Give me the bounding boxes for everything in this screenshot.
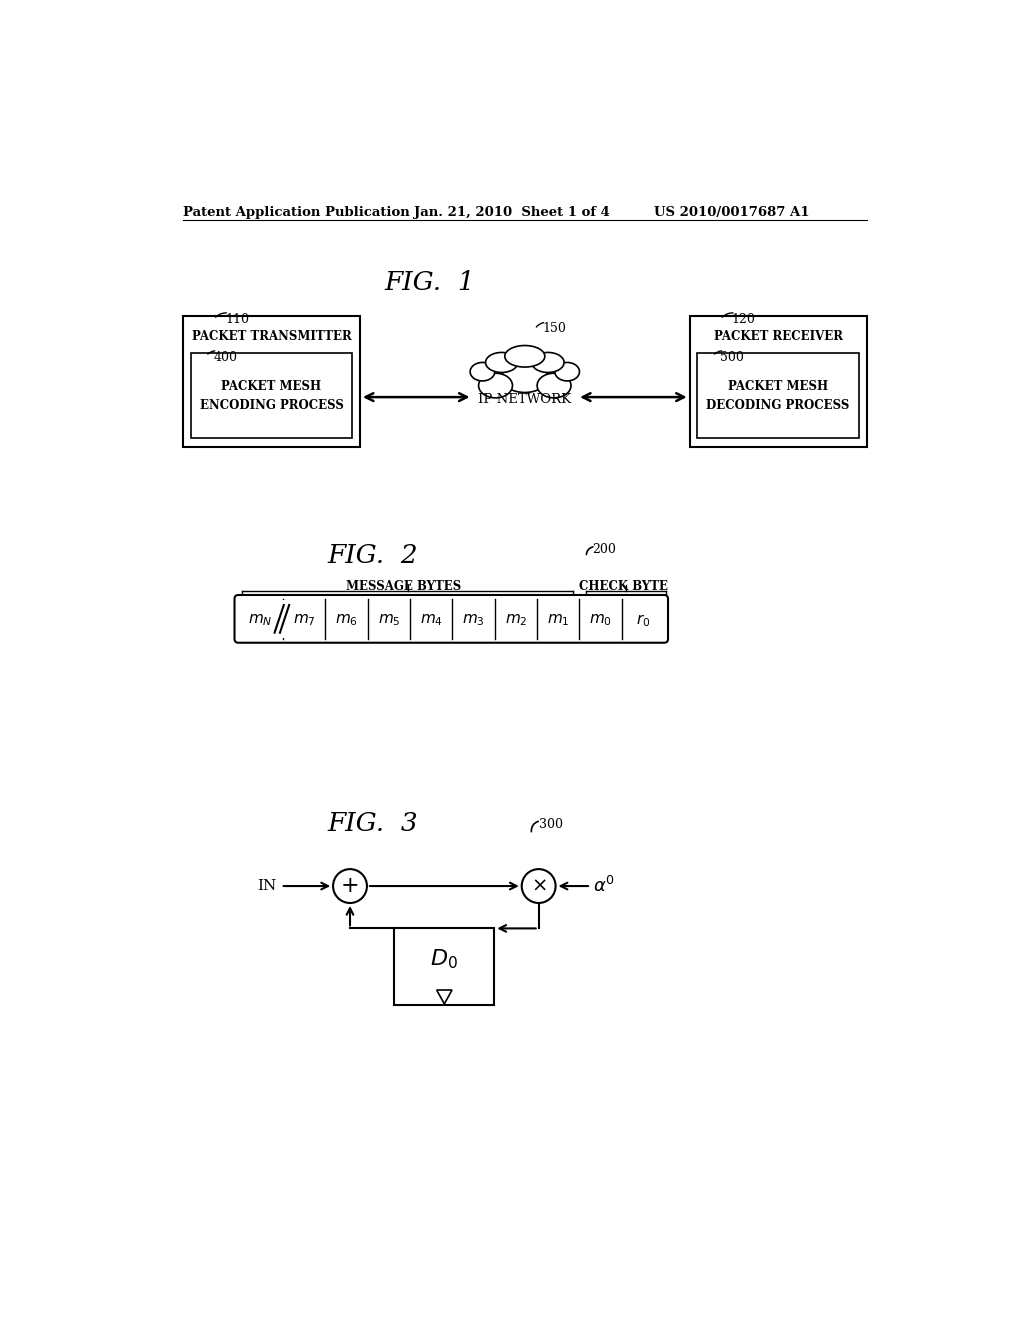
Text: 400: 400 <box>214 351 238 364</box>
Text: $m_0$: $m_0$ <box>589 612 612 628</box>
Bar <box>283 599 289 638</box>
Text: 200: 200 <box>593 544 616 557</box>
Text: $m_7$: $m_7$ <box>293 612 315 628</box>
Text: 110: 110 <box>225 313 249 326</box>
Text: 300: 300 <box>539 817 562 830</box>
Bar <box>689 317 866 447</box>
Text: +: + <box>341 875 359 898</box>
Text: $m_5$: $m_5$ <box>378 612 400 628</box>
Text: $r_0$: $r_0$ <box>636 612 650 628</box>
Text: 500: 500 <box>720 351 744 364</box>
Circle shape <box>521 869 556 903</box>
Ellipse shape <box>485 352 518 372</box>
Ellipse shape <box>555 363 580 381</box>
Text: $m_2$: $m_2$ <box>505 612 527 628</box>
Text: $\alpha^0$: $\alpha^0$ <box>593 876 614 896</box>
Text: MESSAGE BYTES: MESSAGE BYTES <box>346 581 462 594</box>
Text: FIG.  3: FIG. 3 <box>327 812 418 837</box>
Ellipse shape <box>505 346 545 367</box>
Text: ENCODING PROCESS: ENCODING PROCESS <box>200 400 343 412</box>
Text: 150: 150 <box>543 322 566 335</box>
Text: $D_0$: $D_0$ <box>430 948 459 972</box>
Text: $m_3$: $m_3$ <box>462 612 485 628</box>
Text: $m_6$: $m_6$ <box>335 612 358 628</box>
Bar <box>697 354 859 438</box>
Text: CHECK BYTE: CHECK BYTE <box>579 581 668 594</box>
Text: $m_N$: $m_N$ <box>249 612 273 628</box>
Text: FIG.  2: FIG. 2 <box>327 544 418 569</box>
Circle shape <box>333 869 367 903</box>
Text: IP NETWORK: IP NETWORK <box>478 393 571 407</box>
Text: PACKET TRANSMITTER: PACKET TRANSMITTER <box>191 330 351 343</box>
Text: PACKET MESH: PACKET MESH <box>221 380 322 393</box>
Polygon shape <box>436 990 452 1003</box>
Text: US 2010/0017687 A1: US 2010/0017687 A1 <box>654 206 810 219</box>
Text: PACKET MESH: PACKET MESH <box>728 380 828 393</box>
Text: Jan. 21, 2010  Sheet 1 of 4: Jan. 21, 2010 Sheet 1 of 4 <box>414 206 610 219</box>
Ellipse shape <box>538 374 571 397</box>
Bar <box>190 354 352 438</box>
Text: 120: 120 <box>732 313 756 326</box>
FancyBboxPatch shape <box>234 595 668 643</box>
Text: $m_4$: $m_4$ <box>420 612 442 628</box>
Text: DECODING PROCESS: DECODING PROCESS <box>707 400 850 412</box>
Bar <box>183 317 360 447</box>
Ellipse shape <box>531 352 564 372</box>
Bar <box>394 928 495 1006</box>
Ellipse shape <box>502 363 548 392</box>
Text: IN: IN <box>258 879 276 894</box>
Text: PACKET RECEIVER: PACKET RECEIVER <box>714 330 843 343</box>
Text: Patent Application Publication: Patent Application Publication <box>183 206 410 219</box>
Text: $m_1$: $m_1$ <box>547 612 569 628</box>
Ellipse shape <box>478 374 512 397</box>
Ellipse shape <box>470 363 495 381</box>
Text: $\times$: $\times$ <box>530 876 547 895</box>
Text: FIG.  1: FIG. 1 <box>385 271 475 296</box>
